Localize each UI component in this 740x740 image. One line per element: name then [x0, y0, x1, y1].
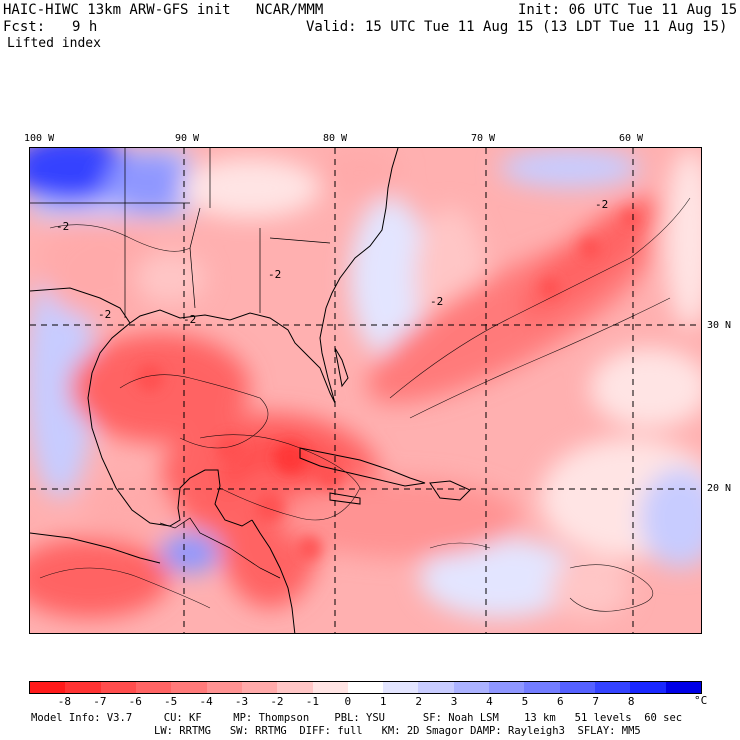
colorbar-swatch — [312, 682, 348, 693]
contour-label-group: -2 -2 -2 -2 -2 -2 — [56, 198, 608, 326]
forecast-label: Fcst: — [3, 19, 46, 35]
colorbar-swatch — [630, 682, 666, 693]
colorbar-tick-label: 6 — [557, 695, 564, 708]
colorbar-swatch — [347, 682, 384, 693]
colorbar-tick-label: 2 — [415, 695, 422, 708]
colorbar-swatch — [665, 682, 701, 693]
colorbar-tick-label: 1 — [379, 695, 387, 708]
contour-label: -2 — [98, 308, 111, 321]
forecast-hour: 9 h — [72, 19, 98, 35]
colorbar-tick-label: 0 — [344, 695, 352, 708]
colorbar-swatch — [30, 682, 66, 693]
footer-model-info: Model Info: V3.7 CU: KF MP: Thompson PBL… — [31, 712, 683, 724]
contour-label: -2 — [595, 198, 608, 211]
plot-title: HAIC-HIWC 13km ARW-GFS init NCAR/MMM — [3, 2, 324, 18]
colorbar-swatch — [489, 682, 525, 693]
borders — [30, 148, 331, 579]
colorbar-tick-label: -1 — [305, 695, 319, 708]
valid-time: Valid: 15 UTC Tue 11 Aug 15 (13 LDT Tue … — [306, 19, 728, 35]
lat-label-30n: 30 N — [707, 320, 732, 331]
contours — [39, 197, 691, 612]
colorbar-swatch — [524, 682, 560, 693]
colorbar-tick-label: 5 — [521, 695, 529, 708]
lon-label-60w: 60 W — [619, 133, 644, 144]
colorbar-tick-label: -5 — [164, 695, 178, 708]
colorbar-swatch — [241, 682, 278, 693]
colorbar-tick-label: -8 — [57, 695, 72, 708]
colorbar-tick-label: -6 — [128, 695, 142, 708]
colorbar-swatch — [277, 682, 313, 693]
map-canvas: -2 -2 -2 -2 -2 -2 — [30, 148, 701, 633]
colorbar-swatch — [453, 682, 490, 693]
colorbar-unit: °C — [694, 694, 708, 707]
colorbar-tick-label: -2 — [270, 695, 284, 708]
colorbar-swatch — [383, 682, 419, 693]
lifted-index-map: -2 -2 -2 -2 -2 -2 — [29, 147, 702, 634]
convective-speckle — [136, 210, 638, 560]
colorbar-tick-label: 3 — [450, 695, 458, 708]
colorbar-swatch — [65, 682, 101, 693]
colorbar-tick-label: -7 — [93, 695, 107, 708]
colorbar-swatch — [171, 682, 207, 693]
field-name: Lifted index — [7, 36, 101, 51]
colorbar-swatch — [100, 682, 136, 693]
colorbar-tick-label: 4 — [486, 695, 493, 708]
latlon-grid — [30, 148, 701, 633]
footer-physics-info: LW: RRTMG SW: RRTMG DIFF: full KM: 2D Sm… — [154, 725, 641, 737]
colorbar-swatch — [418, 682, 454, 693]
contour-label: -2 — [268, 268, 281, 281]
colorbar-swatch — [595, 682, 631, 693]
colorbar-swatch — [559, 682, 595, 693]
colorbar-tick-label: -3 — [234, 695, 249, 708]
coastlines — [30, 148, 471, 633]
lon-label-80w: 80 W — [323, 133, 348, 144]
init-time: Init: 06 UTC Tue 11 Aug 15 — [518, 2, 738, 18]
colorbar-tick-label: -4 — [199, 695, 213, 708]
lon-label-100w: 100 W — [24, 133, 55, 144]
colorbar-tick-label: 8 — [627, 695, 635, 708]
lat-label-20n: 20 N — [707, 483, 732, 494]
contour-label: -2 — [183, 313, 196, 326]
lifted-index-field — [30, 148, 701, 618]
lon-label-90w: 90 W — [175, 133, 200, 144]
colorbar-swatch — [135, 682, 172, 693]
colorbar — [29, 681, 702, 694]
lon-label-70w: 70 W — [471, 133, 496, 144]
colorbar-tick-label: 7 — [592, 695, 600, 708]
contour-label: -2 — [430, 295, 443, 308]
colorbar-swatch — [206, 682, 242, 693]
contour-label: -2 — [56, 220, 69, 233]
